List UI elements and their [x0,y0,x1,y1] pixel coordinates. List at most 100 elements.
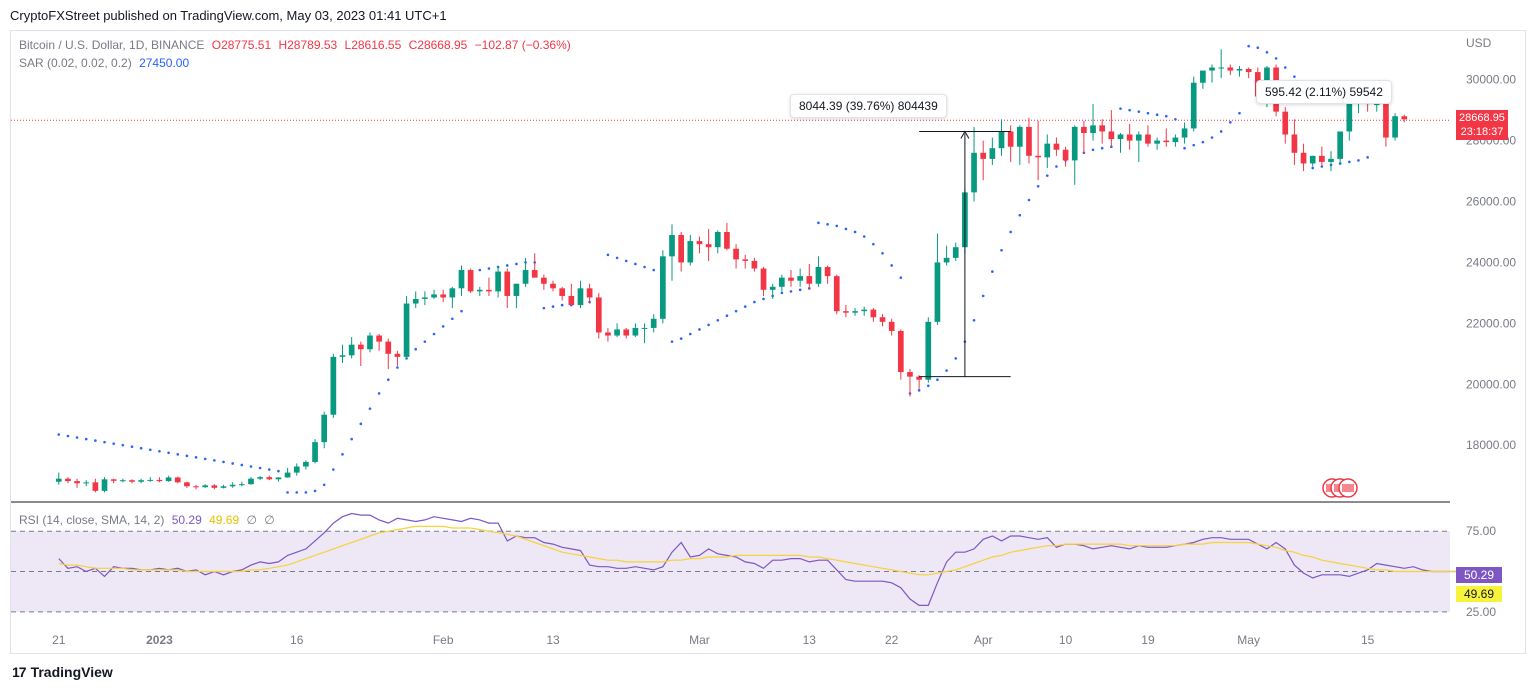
candle-body [852,311,858,313]
sar-dot [478,268,482,272]
sar-dot [670,340,674,343]
candle-body [1035,155,1041,158]
sar-dot [835,224,839,228]
sar-dot [240,463,244,467]
sar-dot [698,328,701,331]
sar-dot [1100,146,1104,150]
candle-body [1126,134,1133,141]
sar-dot [1045,174,1049,177]
rsi-empty-1: ∅ [246,513,257,527]
candle-body [440,294,447,298]
rsi-label[interactable]: RSI (14, close, SMA, 14, 2) [19,513,165,527]
candle-body [586,288,593,298]
candle-body [724,231,730,249]
symbol-title[interactable]: Bitcoin / U.S. Dollar, 1D, BINANCE [19,38,205,52]
sar-dot [1036,184,1040,188]
sar-dot [725,314,729,318]
candle-body [1346,101,1353,132]
sar-dot [277,469,280,473]
last-price-value: 28668.95 [1459,112,1505,124]
candle-body [293,466,300,473]
candle-body [934,262,941,322]
measure-label-large[interactable]: 8044.39 (39.76%) 804439 [790,94,947,118]
rsi-tick-label: 75.00 [1466,524,1496,538]
us-flag-stripes-icon [1342,484,1354,492]
sar-dot [1311,166,1315,170]
candle-body [156,479,163,482]
candle-body [257,477,263,479]
sar-dot [505,264,509,267]
sar-dot [945,369,948,372]
candle-body [1135,134,1142,141]
sar-dot [460,309,463,313]
time-tick-label: 10 [1059,633,1073,647]
candle-body [83,482,90,484]
measure-label-small[interactable]: 595.42 (2.11%) 59542 [1256,80,1392,104]
sar-dot [267,468,271,471]
sar-dot [734,309,738,313]
candle-body [74,481,80,484]
candle-body [568,295,575,306]
candle-body [815,267,822,284]
candle-body [385,341,392,354]
candle-body [513,283,520,296]
tradingview-footer[interactable]: 17 TradingView [12,664,113,680]
time-tick-label: 21 [52,633,66,647]
sar-dot [826,223,829,226]
sar-label[interactable]: SAR (0.02, 0.02, 0.2) [19,56,132,70]
sar-dot [1192,143,1196,147]
candle-body [1163,140,1170,143]
last-price-tag: 28668.95 23:18:37 [1456,110,1508,140]
tradingview-logo-icon: 17 [12,664,27,680]
sar-dot [1055,165,1058,168]
candle-body [714,231,721,248]
candle-body [779,277,785,287]
time-tick-label: 13 [803,633,817,647]
candle-body [330,356,337,415]
candle-body [660,256,666,319]
rsi-value-tag: 50.29 [1456,567,1502,583]
price-tick-label: 26000.00 [1466,195,1516,209]
sar-dot [1164,114,1168,118]
candle-body [193,486,199,488]
sar-dot [304,491,308,494]
time-tick-label: Mar [689,633,710,647]
candle-body [1300,152,1307,164]
candle-body [1309,155,1316,164]
sar-dot [872,242,875,246]
sar-dot [1119,107,1122,110]
rsi-ma-value-tag: 49.69 [1456,586,1502,602]
sar-dot [203,457,207,461]
candle-body [394,353,401,357]
candle-body [431,294,437,298]
sar-dot [624,259,628,263]
candle-body [641,327,648,329]
candle-body [92,482,99,491]
sar-dot [194,456,198,459]
sar-dot [542,306,546,310]
sar-dot [139,446,143,450]
candle-body [229,484,236,487]
candle-body [1319,155,1325,162]
sar-dot [432,332,436,336]
sar-dot [652,268,656,272]
sar-dot [167,451,170,455]
sar-dot [1128,108,1131,112]
sar-dot [1238,111,1241,115]
sar-dot [231,462,234,465]
bar-countdown: 23:18:37 [1460,126,1504,138]
sar-dot [1091,148,1095,152]
rsi-empty-2: ∅ [264,513,275,527]
sar-dot [1174,117,1177,121]
rsi-tick-label: 25.00 [1466,605,1496,619]
sar-dot [643,265,646,269]
candle-body [165,477,172,482]
candle-body [769,286,776,290]
candle-body [174,477,181,483]
ohlc-change: −102.87 (−0.36%) [474,38,571,52]
sar-dot [368,407,372,410]
candle-body [1026,126,1032,156]
measure-arrow-head [960,130,970,139]
sar-dot [57,433,61,436]
